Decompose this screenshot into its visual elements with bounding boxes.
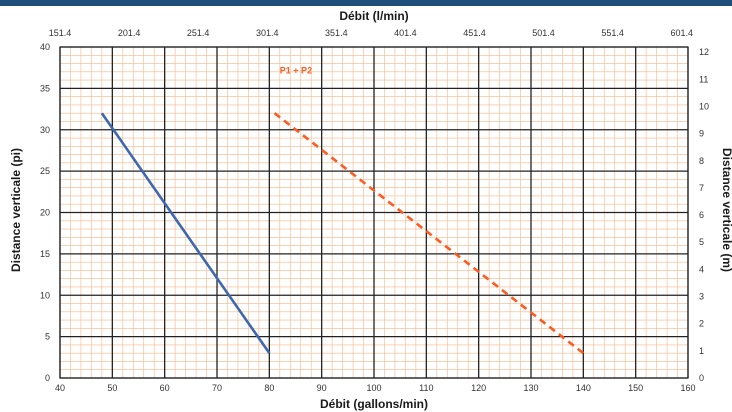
y-tick-label: 25 [40,166,50,176]
y-tick-label: 20 [40,208,50,218]
y2-tick-label: 5 [699,237,704,247]
x2-tick-label: 251.4 [187,28,210,38]
y2-tick-label: 4 [699,264,704,274]
series-line-p1-p2 [273,112,585,355]
x-tick-label: 100 [366,383,381,393]
x-tick-label: 110 [419,383,433,393]
y2-tick-label: 9 [699,129,704,139]
x2-tick-label: 201.4 [118,28,141,38]
x-tick-label: 150 [628,383,643,393]
y2-tick-label: 11 [699,74,708,84]
x-tick-label: 60 [160,383,170,393]
x2-tick-label: 501.4 [532,28,555,38]
y-tick-label: 15 [40,249,50,259]
plot-frame [59,46,689,379]
y2-tick-label: 0 [699,373,704,383]
y-tick-label: 40 [40,42,50,52]
y2-tick-label: 3 [699,292,704,302]
x-tick-label: 130 [523,383,538,393]
y-axis-title: Distance verticale (pi) [9,148,23,272]
x-tick-labels: 40 50 60 70 80 90 100 110 120 130 140 150 160 [55,383,696,393]
x-tick-label: 50 [107,383,117,393]
y-tick-label: 5 [45,332,50,342]
y2-axis-title: Distance verticale (m) [720,148,732,272]
x-tick-label: 140 [576,383,591,393]
y-tick-labels: 0 5 10 15 20 25 30 35 40 [40,42,50,383]
x2-tick-label: 451.4 [463,28,486,38]
y-tick-label: 35 [40,83,50,93]
y2-tick-label: 1 [699,346,704,356]
y2-tick-label: 7 [699,183,704,193]
y2-tick-label: 12 [699,47,709,57]
series-line-single-pump [100,112,271,354]
header-bar [0,0,732,6]
y2-tick-label: 8 [699,156,704,166]
annotation-layer: P1 + P2 [280,65,312,75]
x2-tick-label: 301.4 [256,28,279,38]
y-tick-label: 0 [45,373,50,383]
x-tick-label: 90 [317,383,327,393]
series-annotation: P1 + P2 [280,65,312,75]
series-layer [100,112,585,355]
x2-tick-label: 351.4 [325,28,348,38]
x-tick-label: 160 [680,383,695,393]
x-axis-title: Débit (gallons/min) [320,397,428,411]
x-tick-label: 70 [212,383,222,393]
y2-tick-label: 2 [699,319,704,329]
y-tick-label: 10 [40,290,50,300]
y2-tick-label: 10 [699,101,709,111]
x2-tick-label: 551.4 [601,28,624,38]
x2-tick-label: 401.4 [394,28,417,38]
x-tick-label: 80 [264,383,274,393]
y-tick-label: 30 [40,125,50,135]
x2-tick-label: 601.4 [670,28,693,38]
x-tick-label: 120 [471,383,486,393]
x2-tick-label: 151.4 [49,28,72,38]
x2-axis-title: Débit (l/min) [339,9,408,23]
x2-tick-labels: 151.4 201.4 251.4 301.4 351.4 401.4 451.4 501.4… [49,28,693,38]
x-tick-label: 40 [55,383,65,393]
y2-tick-label: 6 [699,210,704,220]
